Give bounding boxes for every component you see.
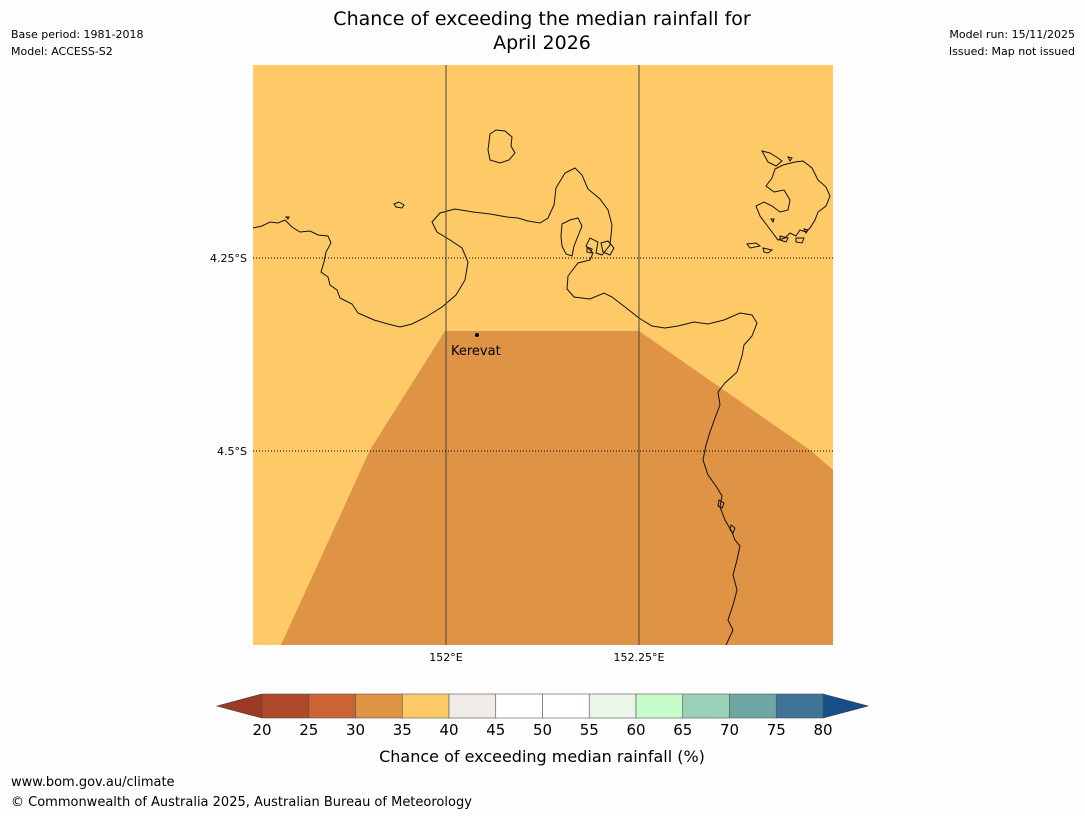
base-period: Base period: 1981-2018 bbox=[11, 28, 144, 41]
colorbar: 20 25 30 35 40 45 50 55 60 65 70 75 80 Chance of exc… bbox=[215, 693, 870, 766]
title-line-2: April 2026 bbox=[493, 32, 591, 54]
colorbar-tick-label: 30 bbox=[346, 721, 365, 739]
parallels bbox=[253, 257, 833, 452]
colorbar-high-extend bbox=[822, 693, 870, 719]
colorbar-segment bbox=[635, 693, 684, 719]
colorbar-segment bbox=[588, 693, 637, 719]
lon-tick-label-152-25: 152.25°E bbox=[614, 651, 665, 664]
map-metadata-right: Model run: 15/11/2025 Issued: Map not is… bbox=[949, 26, 1075, 60]
footer-url: www.bom.gov.au/climate bbox=[11, 775, 175, 790]
colorbar-tick-label: 35 bbox=[393, 721, 412, 739]
coastline bbox=[253, 129, 831, 645]
colorbar-segment bbox=[495, 693, 543, 719]
colorbar-tick-label: 45 bbox=[486, 721, 505, 739]
colorbar-tick-label: 70 bbox=[720, 721, 739, 739]
model-run: Model run: 15/11/2025 bbox=[949, 28, 1075, 41]
colorbar-segment bbox=[308, 693, 356, 719]
colorbar-segment bbox=[261, 693, 310, 719]
map-metadata-left: Base period: 1981-2018 Model: ACCESS-S2 bbox=[11, 26, 143, 60]
colorbar-segment bbox=[448, 693, 497, 719]
zone-30-35 bbox=[281, 331, 833, 645]
colorbar-tick-label: 75 bbox=[767, 721, 786, 739]
graticule bbox=[445, 65, 640, 645]
kerevat-label: Kerevat bbox=[451, 344, 501, 359]
kerevat-marker bbox=[475, 333, 479, 337]
map-frame bbox=[253, 65, 833, 645]
colorbar-tick-label: 65 bbox=[673, 721, 692, 739]
title-line-1: Chance of exceeding the median rainfall … bbox=[333, 8, 751, 30]
lat-tick-label-4-5: 4.5°S bbox=[217, 445, 247, 458]
lon-tick-label-152: 152°E bbox=[429, 651, 462, 664]
colorbar-low-extend bbox=[215, 693, 263, 719]
issued-status: Issued: Map not issued bbox=[948, 45, 1075, 58]
footer-copyright: © Commonwealth of Australia 2025, Austra… bbox=[11, 795, 472, 810]
colorbar-segment bbox=[355, 693, 403, 719]
colorbar-tick-label: 60 bbox=[626, 721, 645, 739]
colorbar-segment bbox=[775, 693, 824, 719]
colorbar-segment bbox=[542, 693, 590, 719]
colorbar-tick-label: 20 bbox=[252, 721, 271, 739]
colorbar-segment bbox=[729, 693, 777, 719]
model-name: Model: ACCESS-S2 bbox=[11, 45, 113, 58]
colorbar-segment bbox=[401, 693, 450, 719]
colorbar-title: Chance of exceeding median rainfall (%) bbox=[379, 747, 705, 766]
colorbar-segment bbox=[682, 693, 730, 719]
map-title: Chance of exceeding the median rainfall … bbox=[242, 7, 842, 55]
colorbar-tick-label: 50 bbox=[533, 721, 552, 739]
colorbar-tick-label: 40 bbox=[439, 721, 458, 739]
colorbar-tick-label: 80 bbox=[813, 721, 832, 739]
lat-tick-label-4-25: 4.25°S bbox=[210, 252, 247, 265]
colorbar-tick-label: 25 bbox=[299, 721, 318, 739]
colorbar-tick-label: 55 bbox=[580, 721, 599, 739]
